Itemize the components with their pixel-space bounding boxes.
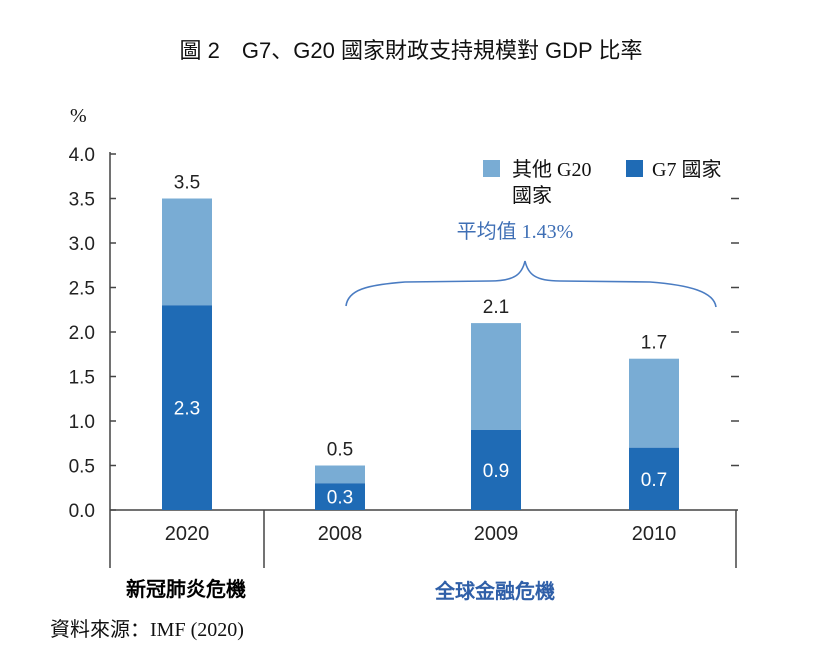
y-unit-label: %: [70, 105, 87, 127]
y-tick-label: 0.0: [69, 501, 95, 522]
y-tick-label: 3.0: [69, 234, 95, 255]
bar-total-label: 1.7: [641, 333, 667, 354]
y-tick-label: 2.0: [69, 323, 95, 344]
bar-g7: [315, 483, 365, 510]
legend-swatch-other-g20: [483, 160, 500, 177]
x-tick-label: 2010: [632, 523, 677, 545]
bar-total-label: 3.5: [174, 173, 200, 194]
x-tick-label: 2009: [474, 523, 519, 545]
x-tick-label: 2020: [165, 523, 210, 545]
y-tick-label: 1.5: [69, 368, 95, 389]
legend: 其他 G20 國家 G7 國家: [483, 158, 721, 207]
figure-title: 圖 2 G7、G20 國家財政支持規模對 GDP 比率: [180, 38, 643, 63]
bar-g7: [471, 429, 521, 510]
bar-g7-value-label: 0.7: [641, 470, 667, 491]
bar-g7-value-label: 0.9: [483, 461, 509, 482]
legend-label-other-g20-line1: 其他 G20: [512, 158, 591, 181]
bar-g7-value-label: 0.3: [327, 488, 353, 509]
bar-g7-value-label: 2.3: [174, 399, 200, 420]
y-tick-label: 3.5: [69, 190, 95, 211]
group-label-covid: 新冠肺炎危機: [126, 577, 246, 601]
bar-g7: [629, 447, 679, 510]
x-tick-label: 2008: [318, 523, 363, 545]
legend-label-other-g20-line2: 國家: [512, 184, 552, 207]
source-note: 資料來源：IMF (2020): [50, 618, 244, 641]
bar-other-g20: [629, 358, 679, 448]
bar-other-g20: [315, 465, 365, 484]
bar-other-g20: [471, 323, 521, 430]
y-tick-label: 0.5: [69, 457, 95, 478]
bar-g7: [162, 305, 212, 510]
y-tick-label: 4.0: [69, 145, 95, 166]
legend-swatch-g7: [626, 160, 643, 177]
average-label: 平均值 1.43%: [457, 220, 574, 243]
bar-total-label: 2.1: [483, 297, 509, 318]
average-brace: [345, 260, 717, 308]
y-tick-label: 2.5: [69, 279, 95, 300]
group-label-gfc: 全球金融危機: [434, 579, 555, 603]
bar-total-label: 0.5: [327, 440, 353, 461]
legend-label-g7: G7 國家: [652, 158, 721, 181]
y-tick-label: 1.0: [69, 412, 95, 433]
bar-other-g20: [162, 198, 212, 306]
